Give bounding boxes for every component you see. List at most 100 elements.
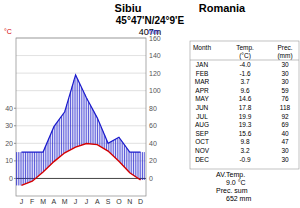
hatch [43, 151, 44, 171]
climate-chart: SibiuRomania45°47'N/24°9'E407m°Cmm020406… [0, 0, 300, 208]
hatch [75, 76, 76, 148]
label: SEP [195, 130, 208, 137]
label: 19.9 [239, 113, 252, 120]
hatch [59, 119, 60, 157]
label: 15.6 [239, 130, 252, 137]
label: NOV [195, 147, 210, 154]
label: -0.9 [239, 156, 251, 163]
hatch [72, 86, 73, 149]
hatch [142, 152, 143, 180]
label: 14.6 [239, 95, 252, 102]
hatch [110, 142, 111, 153]
label: 30 [281, 147, 289, 154]
label: (mm) [277, 52, 292, 60]
hatch [27, 152, 28, 183]
hatch [47, 143, 48, 168]
label: 9.6 [240, 87, 249, 94]
label: Sibiu [115, 2, 142, 14]
label: Prec. [277, 44, 292, 51]
hatch [138, 152, 139, 179]
label: Month [193, 44, 211, 51]
label: 0 [149, 175, 153, 182]
hatch [45, 147, 46, 170]
label: 30 [281, 61, 289, 68]
hatch [111, 141, 112, 154]
hatch [83, 91, 84, 145]
label: MAR [195, 78, 210, 85]
label: 3.7 [240, 78, 249, 85]
label: 30 [5, 122, 13, 129]
hatch [90, 105, 91, 144]
label: 59 [281, 87, 289, 94]
line-0 [21, 144, 140, 186]
hatch [54, 126, 55, 161]
hatch [74, 80, 75, 148]
label: D [138, 198, 143, 205]
hatch [79, 83, 80, 146]
hatch [97, 118, 98, 144]
hatch [16, 152, 17, 185]
hatch [137, 152, 138, 178]
label: AUG [195, 121, 209, 128]
label: 652 mm [226, 195, 251, 202]
hatch [30, 152, 31, 182]
hatch [39, 152, 40, 175]
label: JUL [196, 113, 208, 120]
label: FEB [196, 70, 209, 77]
grid-line [16, 73, 146, 74]
label: S [106, 198, 111, 205]
hatch [50, 134, 51, 164]
label: (°C) [239, 52, 251, 60]
hatch [23, 152, 24, 184]
label: 47 [281, 138, 289, 145]
label: M [40, 198, 46, 205]
hatch [63, 114, 64, 154]
label: J [74, 198, 78, 205]
label: 30 [281, 70, 289, 77]
label: 60 [149, 122, 157, 129]
hatch [56, 124, 57, 160]
hatch [133, 152, 134, 175]
table-frame [190, 41, 299, 169]
hatch [120, 140, 121, 163]
hatch [93, 112, 94, 145]
hatch [122, 142, 123, 165]
label: N [127, 198, 132, 205]
hatch [115, 139, 116, 158]
label: 9.8 [240, 138, 249, 145]
label: 100 [149, 87, 161, 94]
label: 140 [149, 52, 161, 59]
label: 30 [281, 156, 289, 163]
hatch [48, 138, 49, 166]
label: A [95, 198, 100, 205]
label: 120 [149, 70, 161, 77]
hatch [129, 152, 130, 173]
label: O [116, 198, 122, 205]
hatch [124, 145, 125, 167]
label: -4.0 [239, 61, 251, 68]
hatch [88, 102, 89, 144]
label: °C [4, 28, 12, 35]
hatch [25, 152, 26, 184]
label: 40 [281, 130, 289, 137]
label: Temp. [236, 44, 254, 52]
table: MonthTemp.(°C)Prec.(mm)JAN-4.030FEB-1.63… [190, 41, 299, 202]
label: 92 [281, 113, 289, 120]
hatch [117, 138, 118, 160]
hatch [41, 152, 42, 173]
hatch [131, 152, 132, 174]
label: 19.3 [239, 121, 252, 128]
grid-line [16, 55, 146, 56]
hatch [95, 115, 96, 144]
label: J [20, 198, 24, 205]
hatch [81, 87, 82, 145]
hatch [68, 98, 69, 150]
label: 76 [281, 95, 289, 102]
label: 30 [281, 78, 289, 85]
label: J [85, 198, 89, 205]
hatch [18, 152, 19, 185]
hatch [66, 104, 67, 151]
label: 9.0 °C [226, 179, 246, 186]
label: Prec. sum [216, 187, 248, 194]
hatch [61, 116, 62, 155]
